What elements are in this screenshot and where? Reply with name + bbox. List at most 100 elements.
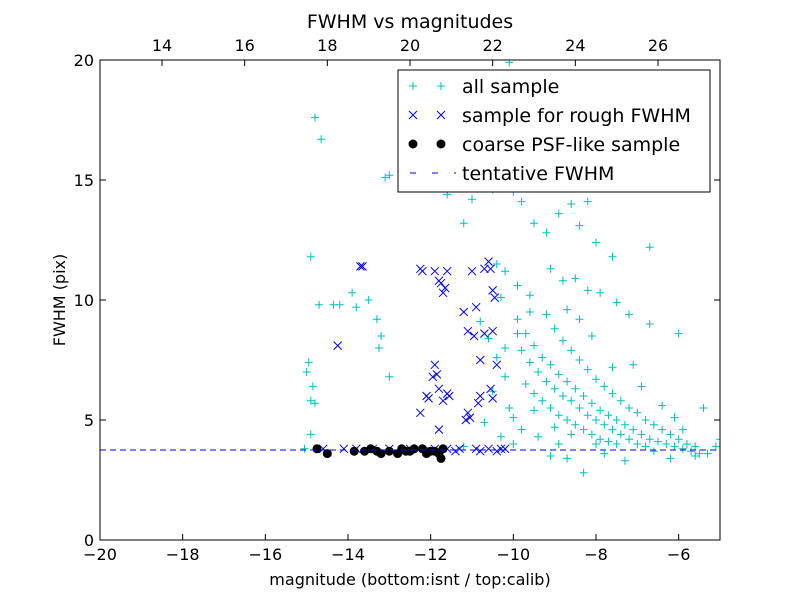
all-sample-point	[480, 418, 489, 427]
all-sample-point	[517, 197, 526, 206]
all-sample-point	[567, 346, 576, 355]
psf-like-point	[384, 446, 394, 456]
all-sample-point	[385, 372, 394, 381]
legend-label: tentative FWHM	[462, 163, 614, 185]
top-x-tick-label: 20	[400, 36, 420, 55]
legend: all sample sample for rough FWHM coarse PS…	[397, 69, 711, 193]
all-sample-point	[695, 449, 704, 458]
all-sample-point	[612, 416, 621, 424]
rough-fwhm-point	[467, 266, 477, 276]
rough-fwhm-point	[461, 415, 471, 425]
all-sample-point	[625, 435, 634, 444]
all-sample-point	[600, 420, 609, 429]
all-sample-point	[563, 416, 572, 424]
rough-fwhm-point	[475, 355, 485, 365]
rough-fwhm-point	[469, 331, 479, 341]
all-sample-point	[306, 396, 315, 405]
rough-fwhm-point	[459, 307, 469, 317]
points-layer	[100, 60, 720, 477]
all-sample-point	[600, 382, 609, 391]
all-sample-point	[492, 260, 501, 268]
rough-fwhm-point	[488, 326, 498, 336]
all-sample-point	[629, 360, 638, 369]
all-sample-point	[649, 447, 658, 456]
chart-title: FWHM vs magnitudes	[307, 11, 513, 33]
legend-swatch	[436, 139, 446, 149]
rough-fwhm-point	[480, 264, 489, 274]
top-x-tick-label: 18	[317, 36, 337, 55]
all-sample-point	[662, 440, 671, 448]
all-sample-point	[315, 300, 324, 309]
all-sample-point	[592, 375, 600, 384]
rough-fwhm-point	[432, 370, 442, 379]
psf-like-point	[436, 453, 446, 463]
legend-label: sample for rough FWHM	[462, 105, 691, 127]
all-sample-point	[674, 329, 683, 338]
all-sample-point	[604, 437, 613, 446]
all-sample-point	[608, 252, 617, 261]
all-sample-point	[658, 401, 667, 410]
rough-fwhm-point	[486, 264, 495, 274]
all-sample-point	[348, 288, 357, 297]
rough-fwhm-point	[475, 446, 485, 456]
all-sample-point	[546, 264, 555, 273]
all-sample-point	[377, 332, 386, 340]
x-tick-label: −16	[248, 545, 282, 564]
rough-fwhm-point	[428, 372, 438, 382]
rough-fwhm-point	[492, 360, 502, 370]
all-sample-point	[530, 219, 538, 228]
rough-fwhm-point	[442, 266, 452, 276]
all-sample-point	[554, 209, 563, 218]
all-sample-point	[513, 315, 522, 324]
all-sample-point	[637, 382, 646, 391]
rough-fwhm-point	[438, 396, 448, 406]
all-sample-point	[691, 452, 700, 460]
all-sample-point	[579, 425, 588, 434]
all-sample-point	[658, 425, 667, 434]
all-sample-point	[687, 447, 696, 456]
all-sample-point	[484, 334, 493, 343]
all-sample-point	[567, 396, 576, 405]
rough-fwhm-point	[484, 444, 493, 454]
all-sample-point	[509, 413, 518, 422]
all-sample-point	[542, 377, 551, 386]
all-sample-point	[525, 291, 534, 300]
top-x-tick-label: 14	[152, 36, 172, 55]
legend-swatch	[409, 82, 417, 90]
all-sample-point	[691, 442, 700, 451]
all-sample-point	[645, 243, 654, 252]
all-sample-point	[554, 411, 563, 420]
psf-like-point	[438, 444, 448, 454]
all-sample-point	[641, 416, 650, 424]
all-sample-point	[530, 341, 538, 350]
x-tick-label: −10	[496, 545, 530, 564]
rough-fwhm-point	[356, 262, 365, 271]
all-sample-point	[670, 413, 679, 422]
all-sample-point	[592, 416, 600, 424]
y-tick-label: 0	[84, 531, 94, 550]
y-tick-label: 20	[74, 51, 94, 70]
all-sample-point	[521, 380, 530, 388]
all-sample-point	[596, 288, 605, 297]
all-sample-point	[608, 425, 617, 434]
rough-fwhm-point	[451, 446, 460, 456]
all-sample-point	[534, 432, 543, 441]
rough-fwhm-point	[430, 360, 440, 370]
all-sample-point	[571, 420, 580, 429]
all-sample-point	[575, 356, 584, 364]
all-sample-point	[579, 392, 588, 400]
all-sample-point	[608, 389, 617, 398]
rough-fwhm-point	[488, 394, 498, 403]
all-sample-point	[381, 173, 390, 182]
rough-fwhm-point	[480, 329, 489, 338]
x-axis-label: magnitude (bottom:isnt / top:calib)	[269, 570, 550, 589]
all-sample-point	[554, 370, 563, 379]
all-sample-point	[542, 310, 551, 319]
all-sample-point	[563, 454, 572, 463]
all-sample-point	[364, 296, 373, 304]
all-sample-point	[517, 425, 526, 434]
all-sample-point	[468, 195, 476, 204]
all-sample-point	[550, 423, 559, 432]
x-tick-label: −6	[667, 545, 691, 564]
